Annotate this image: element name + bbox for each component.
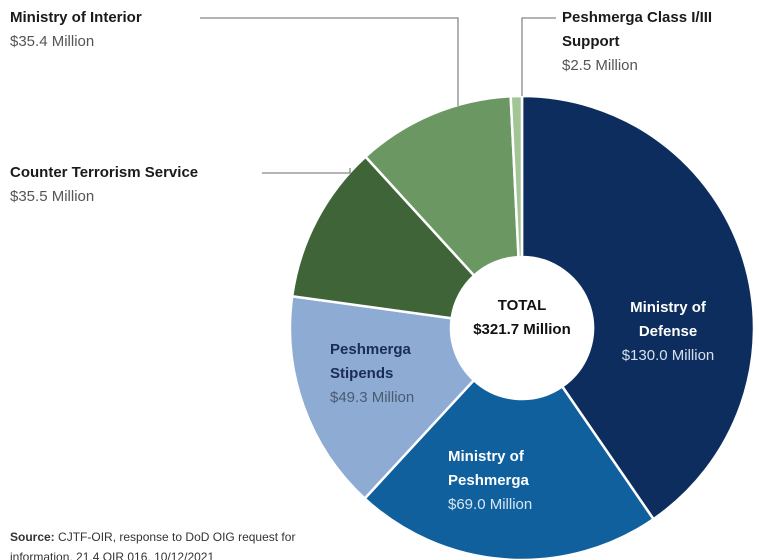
- slice-label: Ministry of Peshmerga $69.0 Million: [448, 445, 578, 517]
- slice-label: Ministry of Defense $130.0 Million: [600, 296, 736, 368]
- wedge: [520, 94, 756, 521]
- slice-label: Peshmerga Stipends $49.3 Million: [330, 338, 450, 410]
- wedge: [509, 94, 524, 259]
- slice-name: Ministry of Interior: [10, 9, 142, 26]
- source: Source: CJTF-OIR, response to DoD OIG re…: [10, 527, 350, 560]
- slice-name: Ministry of Defense: [630, 299, 706, 340]
- slice-value: $69.0 Million: [448, 496, 533, 513]
- leader-line: [262, 168, 351, 174]
- wedge: [290, 154, 476, 320]
- leader-line: [521, 17, 556, 96]
- slice-name: Ministry of Peshmerga: [448, 448, 529, 489]
- slice-value: $130.0 Million: [621, 347, 715, 364]
- source-text: CJTF-OIR, response to DoD OIG request fo…: [10, 530, 296, 560]
- source-label: Source:: [10, 530, 55, 544]
- leader-lines: [200, 17, 556, 174]
- slice-name: Peshmerga Stipends: [330, 341, 411, 382]
- total-title: TOTAL: [497, 297, 547, 314]
- slice-label: Counter Terrorism Service $35.5 Million: [10, 161, 270, 209]
- slice-value: $35.5 Million: [10, 188, 95, 205]
- wedge: [288, 294, 476, 501]
- wedge: [362, 378, 656, 560]
- slice-value: $35.4 Million: [10, 33, 95, 50]
- wedge: [363, 94, 520, 278]
- slice-value: $2.5 Million: [562, 57, 638, 74]
- wedges: [288, 94, 756, 560]
- slice-value: $49.3 Million: [330, 389, 415, 406]
- total-value: $321.7 Million: [473, 321, 571, 338]
- slice-label: Peshmerga Class I/III Support $2.5 Millio…: [562, 6, 759, 78]
- slice-label: Ministry of Interior $35.4 Million: [10, 6, 210, 54]
- slice-name: Counter Terrorism Service: [10, 164, 199, 181]
- leader-line: [200, 17, 459, 106]
- total-label: TOTAL $321.7 Million: [452, 294, 592, 342]
- slice-name: Peshmerga Class I/III Support: [562, 9, 713, 50]
